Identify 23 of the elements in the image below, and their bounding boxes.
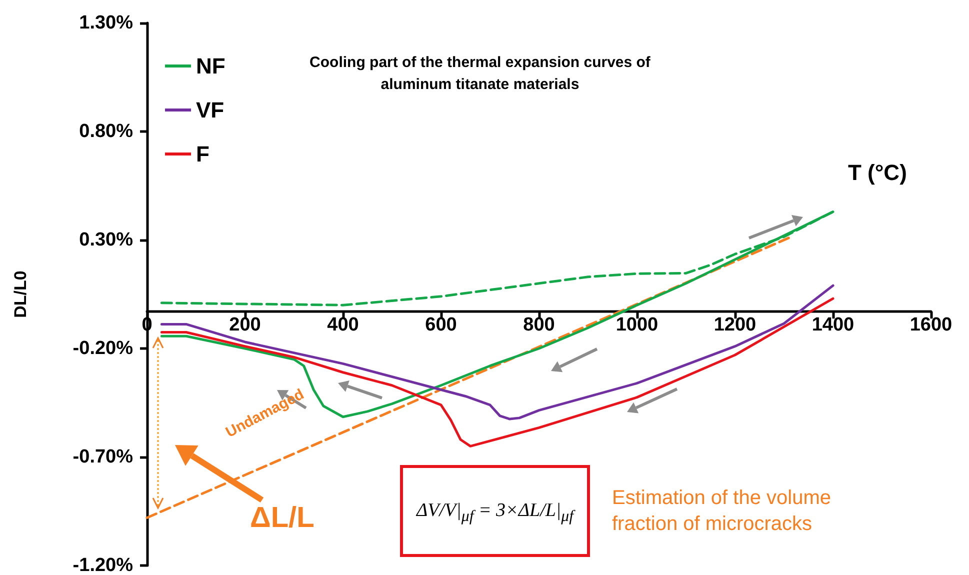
y-axis-title: DL/L0 xyxy=(11,270,30,318)
legend-label: NF xyxy=(196,54,226,78)
legend-label: VF xyxy=(196,98,224,122)
y-tick-label: 0.30% xyxy=(79,230,134,250)
x-tick-label: 400 xyxy=(327,314,359,336)
text: Cooling part of the thermal expansion curves of aluminum titanate materials xyxy=(308,53,652,95)
x-tick-label: 1400 xyxy=(812,314,854,336)
y-tick-label: 1.30% xyxy=(79,12,134,34)
annotation: Estimation of the volume fraction of microcracks xyxy=(612,486,832,537)
annotation: ΔL/L xyxy=(250,502,314,535)
y-tick-label: -0.70% xyxy=(72,446,134,468)
annotation: ΔV/V|$_{μf}$ = 3×ΔL/L|$_{μf}$ xyxy=(400,465,590,557)
x-tick-label: 1600 xyxy=(910,314,952,336)
y-tick-label: 0.80% xyxy=(79,121,134,142)
x-tick-label: 600 xyxy=(425,314,457,336)
legend-label: F xyxy=(196,142,210,166)
x-axis-title: T (°C) xyxy=(848,160,907,186)
x-tick-label: 1200 xyxy=(714,314,756,336)
x-tick-label: 800 xyxy=(523,314,555,336)
x-tick-label: 1000 xyxy=(616,314,658,336)
x-tick-label: 200 xyxy=(229,314,261,336)
y-tick-label: -1.20% xyxy=(72,555,134,575)
y-tick-label: -0.20% xyxy=(72,338,134,359)
